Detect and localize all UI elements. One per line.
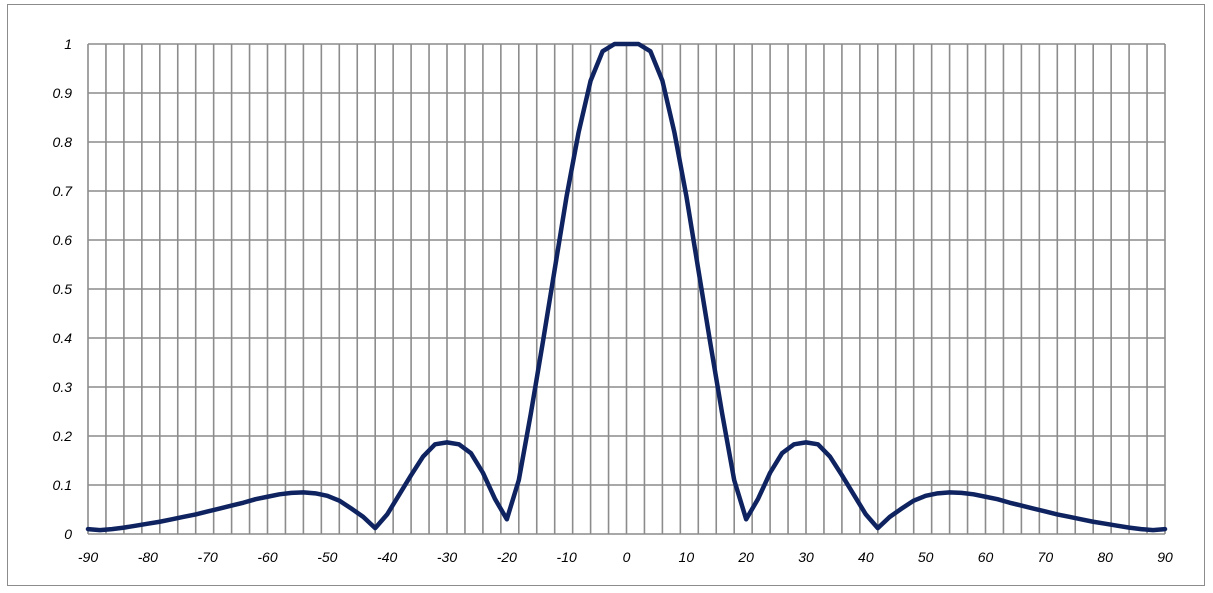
x-tick-label: -10 [557, 549, 577, 565]
y-tick-label: 0.7 [53, 183, 74, 199]
x-tick-label: 80 [1097, 549, 1113, 565]
x-tick-labels: -90 -80 -70 -60 -50 -40 -30 -20 -10 0 10 20 30 40 50 60… [78, 549, 1173, 565]
y-tick-label: 0.5 [53, 281, 73, 297]
y-tick-label: 0.3 [53, 379, 73, 395]
gridlines [87, 43, 1166, 535]
x-tick-label: -50 [317, 549, 337, 565]
x-tick-label: -40 [377, 549, 397, 565]
x-tick-label: 30 [798, 549, 814, 565]
y-tick-label: 1 [64, 36, 72, 52]
y-tick-labels: 0 0.1 0.2 0.3 0.4 0.5 0.6 0.7 0.8 0.9 1 [53, 36, 74, 542]
x-tick-label: 0 [623, 549, 631, 565]
x-tick-label: -60 [257, 549, 277, 565]
x-tick-label: 70 [1038, 549, 1054, 565]
x-tick-label: 50 [918, 549, 934, 565]
series-layer [85, 41, 1168, 533]
x-tick-label: 40 [858, 549, 874, 565]
x-tick-label: 90 [1157, 549, 1173, 565]
y-tick-label: 0.4 [53, 330, 73, 346]
x-tick-label: -90 [78, 549, 98, 565]
x-tick-label: -20 [497, 549, 517, 565]
y-tick-label: 0.1 [53, 477, 72, 493]
x-tick-label: -30 [437, 549, 457, 565]
y-tick-label: 0.8 [53, 134, 73, 150]
y-tick-label: 0.2 [53, 428, 73, 444]
y-tick-label: 0.9 [53, 85, 73, 101]
x-tick-label: -80 [138, 549, 158, 565]
x-tick-label: 20 [737, 549, 754, 565]
x-tick-label: 10 [679, 549, 695, 565]
x-tick-label: 60 [978, 549, 994, 565]
y-tick-label: 0.6 [53, 232, 73, 248]
series-line [85, 41, 1168, 533]
x-tick-label: -70 [198, 549, 218, 565]
chart-frame [7, 4, 1205, 586]
y-tick-label: 0 [64, 526, 72, 542]
